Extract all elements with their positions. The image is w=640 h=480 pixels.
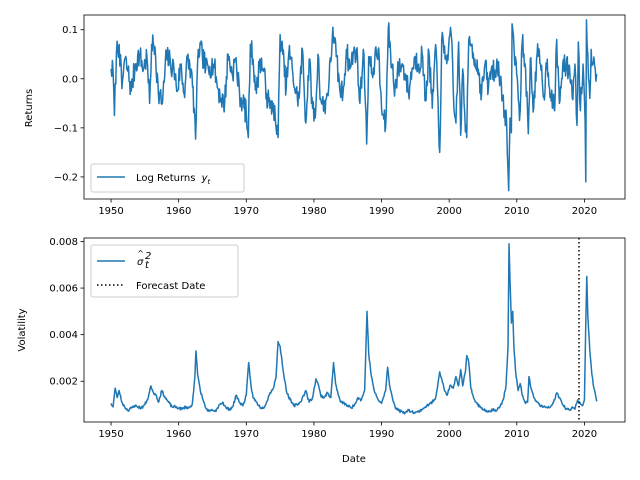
returns-y-tick-label: −0.2 [54,172,78,183]
forecast-legend-label: Forecast Date [136,281,205,292]
sigma-hat-superscript: 2 [145,251,151,262]
volatility-x-tick-label: 1980 [301,429,326,440]
sigma-hat-accent: ^ [137,249,144,258]
volatility-x-tick-label: 2010 [504,429,529,440]
returns-x-tick-label: 1960 [166,206,191,217]
returns-y-tick-label: 0.0 [62,74,78,85]
returns-legend: Log Returns yt [90,163,245,193]
returns-plot-area: 1950 1960 1970 1980 1990 2000 2010 2020 0.1 0.0 −0… [54,14,626,217]
returns-x-tick-label: 2020 [572,206,597,217]
returns-y-axis-label: Returns [24,89,35,127]
volatility-series-line [110,243,598,415]
sigma-hat-subscript: t [145,260,150,271]
returns-y-tick-label: 0.1 [62,25,78,36]
returns-legend-label-subscript: t [208,178,211,186]
volatility-y-tick-label: 0.004 [49,330,78,341]
returns-x-tick-label: 2000 [436,206,461,217]
returns-panel: 1950 1960 1970 1980 1990 2000 2010 2020 0.1 0.0 −0… [24,14,626,217]
returns-legend-label: Log Returns yt [136,173,211,186]
returns-legend-label-symbol: y [201,173,209,184]
volatility-axes-frame [83,237,626,423]
returns-series-line [110,19,598,192]
returns-legend-label-main: Log Returns [136,173,195,184]
volatility-x-tick-label: 2020 [572,429,597,440]
returns-legend-box [90,163,245,193]
returns-axes-frame [83,14,626,200]
date-x-axis-label: Date [342,454,366,465]
volatility-legend-box [90,244,239,298]
volatility-x-tick-label: 1970 [234,429,259,440]
volatility-legend: σ 2 t ^ Forecast Date [90,244,239,298]
volatility-x-tick-label: 1950 [98,429,123,440]
returns-x-tick-label: 1980 [301,206,326,217]
returns-x-tick-label: 1990 [369,206,394,217]
returns-x-tick-label: 2010 [504,206,529,217]
volatility-y-axis-label: Volatility [17,308,28,351]
volatility-x-tick-label: 2000 [436,429,461,440]
returns-y-tick-label: −0.1 [54,123,78,134]
volatility-y-tick-label: 0.006 [49,284,78,295]
volatility-y-tick-label: 0.008 [49,237,78,248]
volatility-plot-area: 1950 1960 1970 1980 1990 2000 2010 2020 0.002 0.0… [49,237,626,440]
returns-x-tick-label: 1950 [98,206,123,217]
volatility-x-tick-label: 1960 [166,429,191,440]
sigma-hat-symbol: σ [137,257,144,268]
volatility-y-tick-label: 0.002 [49,377,78,388]
sigma-hat-squared-label: σ 2 t ^ [137,249,151,271]
volatility-x-tick-label: 1990 [369,429,394,440]
volatility-panel: 1950 1960 1970 1980 1990 2000 2010 2020 0.002 0.0… [17,237,626,465]
returns-x-tick-label: 1970 [234,206,259,217]
